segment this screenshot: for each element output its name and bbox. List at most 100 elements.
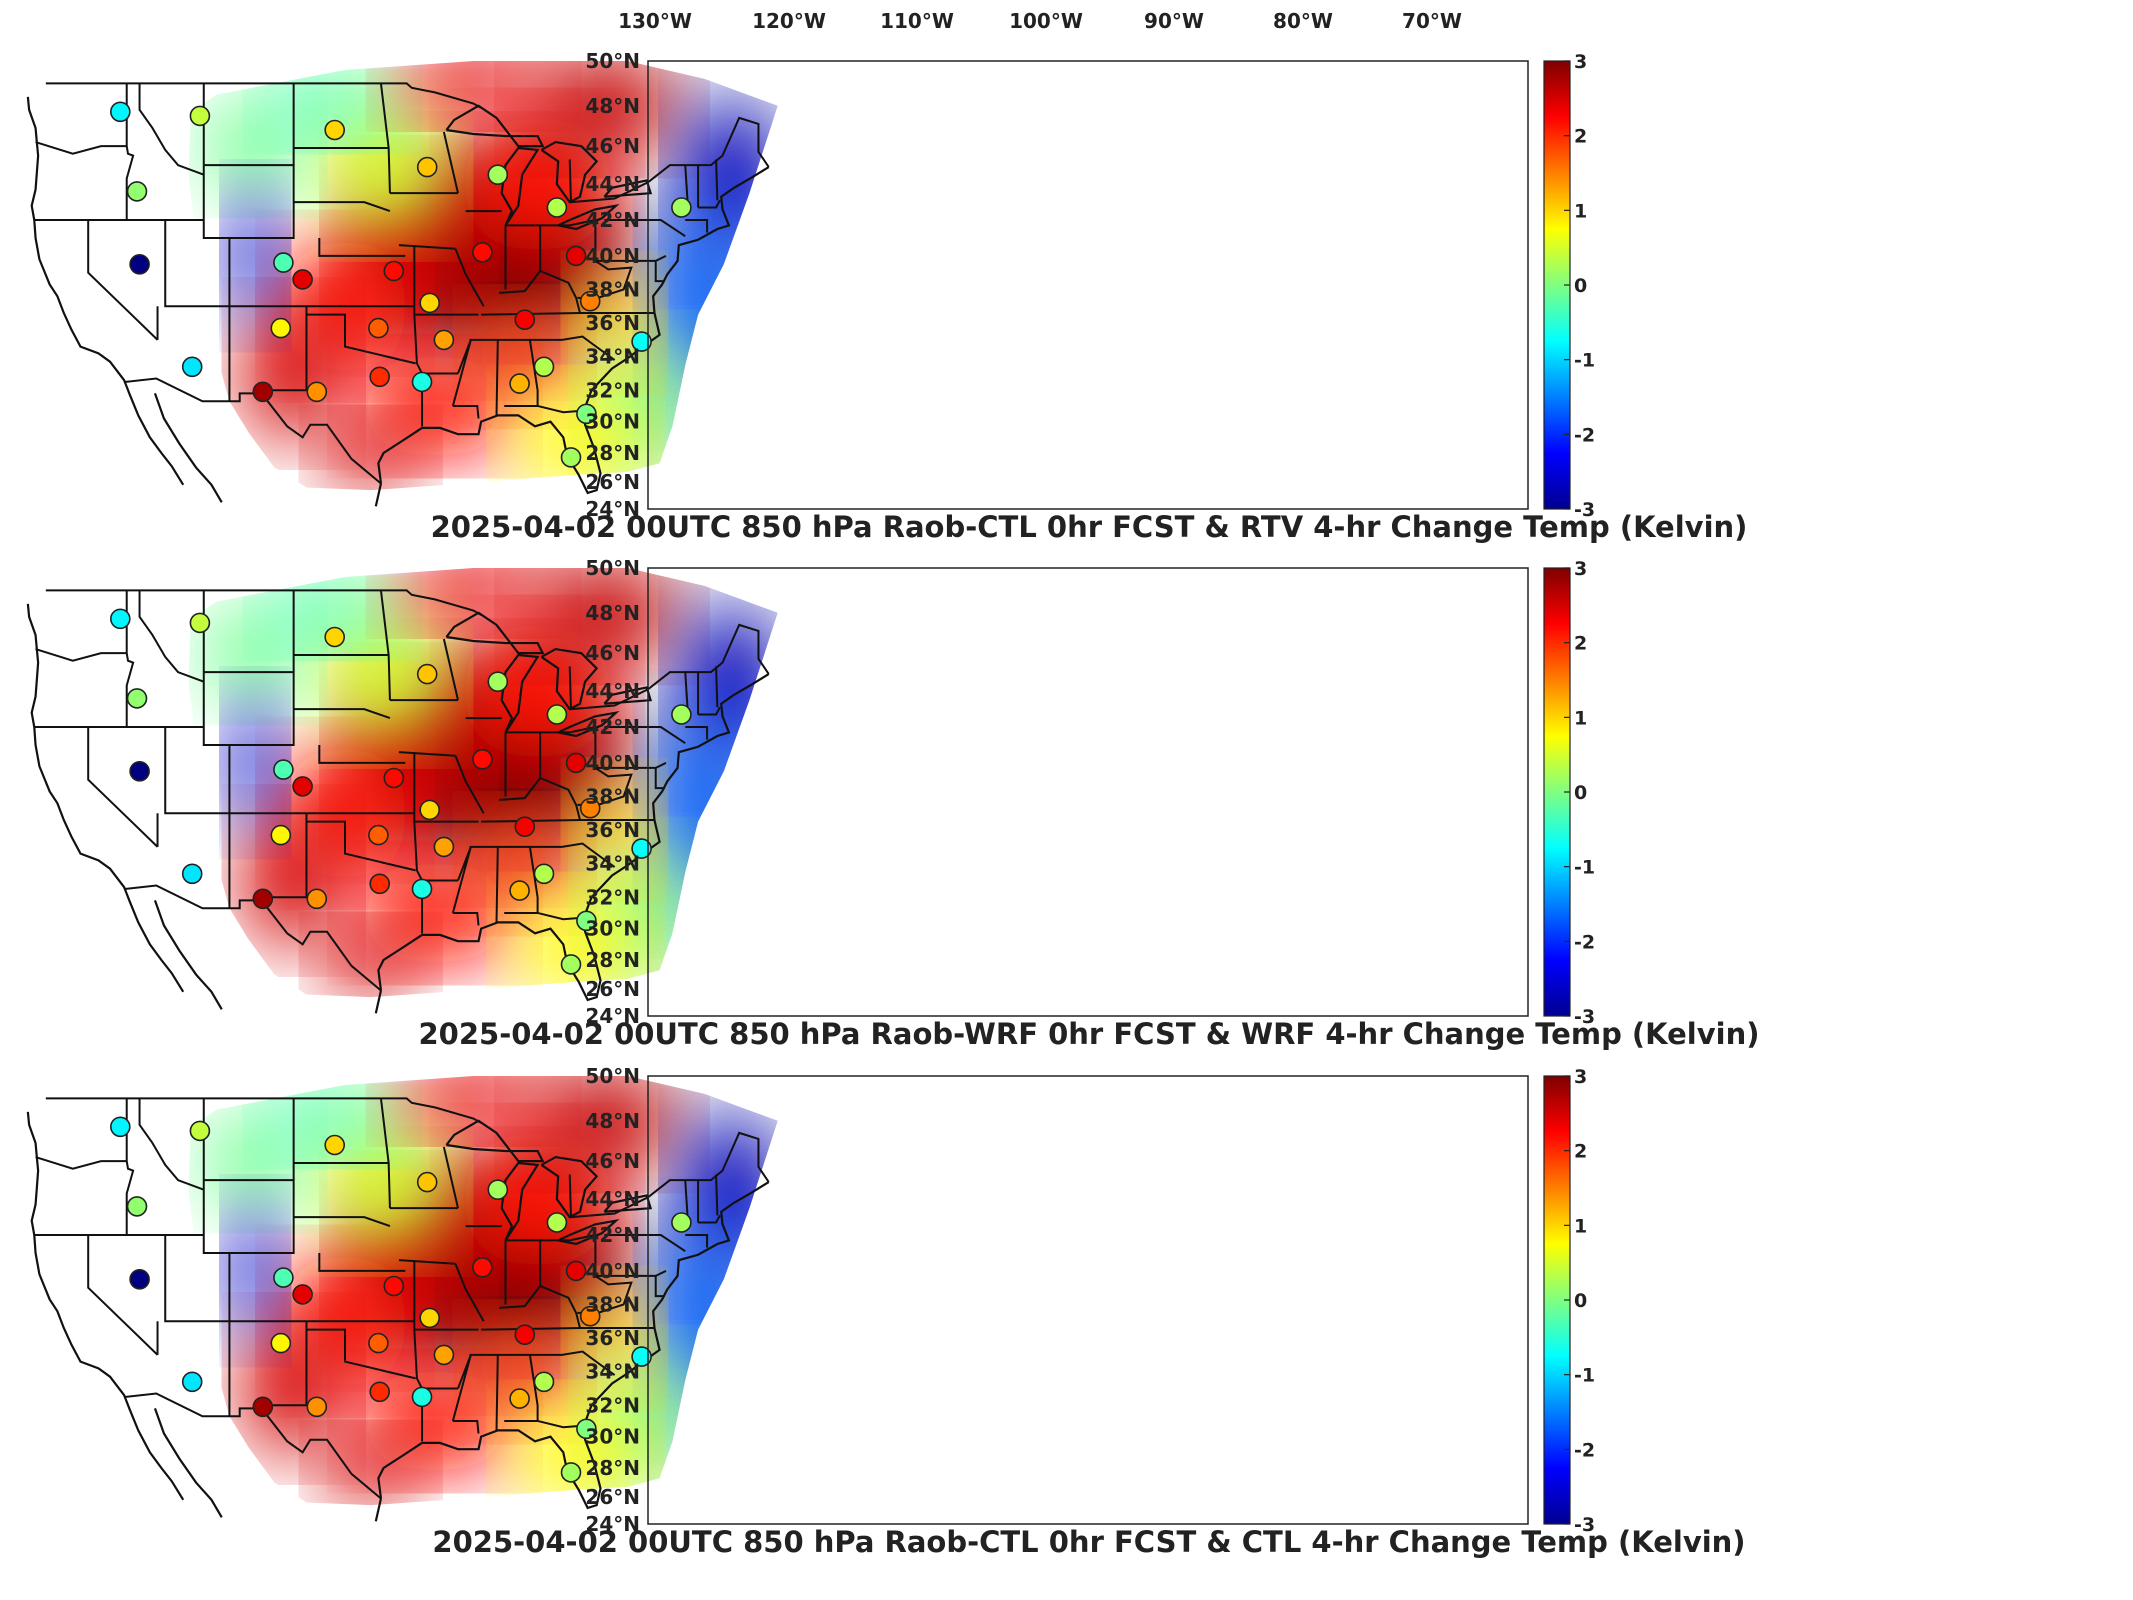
raob-station-marker bbox=[560, 1462, 582, 1483]
raob-station-marker bbox=[514, 1324, 536, 1345]
raob-station-marker bbox=[533, 1371, 555, 1393]
latitude-label: 26°N bbox=[585, 977, 640, 1001]
raob-station-marker bbox=[129, 1269, 150, 1290]
latitude-label: 32°N bbox=[585, 1393, 640, 1417]
raob-station-marker bbox=[324, 119, 346, 141]
raob-station-marker bbox=[514, 309, 536, 331]
raob-stations bbox=[110, 1116, 692, 1483]
colorbar-tick-label: -1 bbox=[1574, 1365, 1595, 1387]
raob-station-marker bbox=[306, 888, 328, 910]
raob-station-marker bbox=[273, 1267, 294, 1288]
raob-station-marker bbox=[369, 1381, 391, 1403]
map-boundaries bbox=[26, 1097, 770, 1522]
latitude-label: 40°N bbox=[585, 244, 640, 268]
latitude-axis: 50°N 48°N 46°N 44°N 42°N 40°N 38°N 36°N 34°N 32°N… bbox=[585, 1064, 640, 1536]
latitude-label: 28°N bbox=[585, 1456, 640, 1480]
raob-station-marker bbox=[472, 242, 493, 263]
temperature-field bbox=[203, 61, 778, 491]
raob-station-marker bbox=[189, 612, 211, 634]
raob-station-marker bbox=[433, 1344, 455, 1366]
raob-station-marker bbox=[514, 816, 536, 838]
latitude-label: 30°N bbox=[585, 917, 640, 941]
map-frame bbox=[647, 567, 1529, 1017]
map-frame bbox=[647, 1075, 1529, 1525]
colorbar-tick-label: 0 bbox=[1574, 1290, 1587, 1312]
colorbar-tick-label: 1 bbox=[1574, 200, 1587, 222]
raob-station-marker bbox=[565, 245, 587, 267]
raob-station-marker bbox=[306, 381, 328, 403]
latitude-label: 44°N bbox=[585, 1187, 640, 1211]
raob-station-marker bbox=[565, 1260, 587, 1282]
raob-station-marker bbox=[565, 752, 587, 774]
raob-station-marker bbox=[579, 797, 601, 819]
raob-station-marker bbox=[416, 663, 438, 685]
raob-station-marker bbox=[433, 329, 455, 351]
raob-stations bbox=[110, 101, 692, 468]
map-boundaries bbox=[26, 589, 770, 1014]
latitude-label: 44°N bbox=[585, 679, 640, 703]
panel-title: 2025-04-02 00UTC 850 hPa Raob-WRF 0hr FC… bbox=[418, 1017, 1759, 1051]
raob-station-marker bbox=[129, 760, 150, 782]
latitude-label: 28°N bbox=[585, 948, 640, 972]
raob-station-marker bbox=[487, 671, 509, 693]
raob-station-marker bbox=[533, 863, 555, 885]
colorbar-tick-label: 2 bbox=[1574, 126, 1587, 148]
latitude-label: 50°N bbox=[585, 49, 640, 73]
latitude-label: 48°N bbox=[585, 94, 640, 118]
raob-station-marker bbox=[419, 799, 441, 821]
raob-station-marker bbox=[110, 608, 131, 630]
raob-station-marker bbox=[270, 317, 292, 339]
raob-station-marker bbox=[546, 704, 568, 725]
colorbar-tick-label: 2 bbox=[1574, 633, 1587, 655]
raob-station-marker bbox=[181, 356, 203, 378]
raob-station-marker bbox=[411, 878, 433, 900]
colorbar-tick-label: -2 bbox=[1574, 424, 1595, 446]
raob-station-marker bbox=[419, 1307, 441, 1329]
latitude-label: 32°N bbox=[585, 885, 640, 909]
raob-station-marker bbox=[671, 704, 692, 725]
colorbar-tick-label: 2 bbox=[1574, 1141, 1587, 1163]
raob-station-marker bbox=[411, 371, 433, 393]
latitude-label: 48°N bbox=[585, 1109, 640, 1133]
colorbar-tick-label: -3 bbox=[1574, 1006, 1595, 1028]
latitude-label: 46°N bbox=[585, 641, 640, 665]
latitude-axis: 50°N 48°N 46°N 44°N 42°N 40°N 38°N 36°N 34°N 32°N… bbox=[585, 49, 640, 521]
raob-station-marker bbox=[560, 954, 582, 975]
colorbar: 3 2 1 0 -1 -2 -3 bbox=[1543, 558, 1595, 1028]
colorbar-tick-label: -1 bbox=[1574, 350, 1595, 372]
latitude-label: 24°N bbox=[585, 1004, 640, 1028]
panel-title: 2025-04-02 00UTC 850 hPa Raob-CTL 0hr FC… bbox=[432, 1525, 1745, 1559]
longitude-axis: 130°W 120°W 110°W 100°W 90°W 80°W 70°W bbox=[618, 9, 1462, 33]
latitude-label: 38°N bbox=[585, 278, 640, 302]
colorbar-tick-label: -1 bbox=[1574, 857, 1595, 879]
raob-station-marker bbox=[509, 880, 530, 901]
latitude-axis: 50°N 48°N 46°N 44°N 42°N 40°N 38°N 36°N 34°N 32°N… bbox=[585, 556, 640, 1028]
raob-station-marker bbox=[369, 873, 391, 895]
raob-station-marker bbox=[368, 824, 389, 846]
raob-station-marker bbox=[579, 1305, 601, 1327]
raob-station-marker bbox=[292, 1284, 313, 1305]
raob-station-marker bbox=[189, 105, 211, 127]
latitude-label: 28°N bbox=[585, 441, 640, 465]
raob-station-marker bbox=[411, 1386, 433, 1408]
map-frame bbox=[647, 60, 1529, 510]
longitude-label: 130°W bbox=[618, 9, 692, 33]
raob-station-marker bbox=[324, 626, 346, 648]
longitude-label: 120°W bbox=[752, 9, 826, 33]
raob-station-marker bbox=[270, 824, 292, 846]
map-panel-rtv: 50°N 48°N 46°N 44°N 42°N 40°N 38°N 36°N 34°N 32°N… bbox=[26, 49, 1595, 521]
raob-station-marker bbox=[487, 164, 509, 185]
latitude-label: 34°N bbox=[585, 852, 640, 876]
raob-station-marker bbox=[324, 1134, 346, 1156]
latitude-label: 48°N bbox=[585, 601, 640, 625]
colorbar-tick-label: 3 bbox=[1574, 51, 1587, 73]
raob-station-marker bbox=[129, 253, 150, 275]
raob-station-marker bbox=[368, 317, 389, 339]
latitude-label: 40°N bbox=[585, 1259, 640, 1283]
colorbar-tick-label: -3 bbox=[1574, 499, 1595, 521]
raob-station-marker bbox=[533, 356, 555, 378]
raob-station-marker bbox=[546, 1212, 568, 1233]
raob-station-marker bbox=[416, 156, 438, 178]
latitude-label: 46°N bbox=[585, 134, 640, 158]
colorbar: 3 2 1 0 -1 -2 -3 bbox=[1543, 51, 1595, 521]
